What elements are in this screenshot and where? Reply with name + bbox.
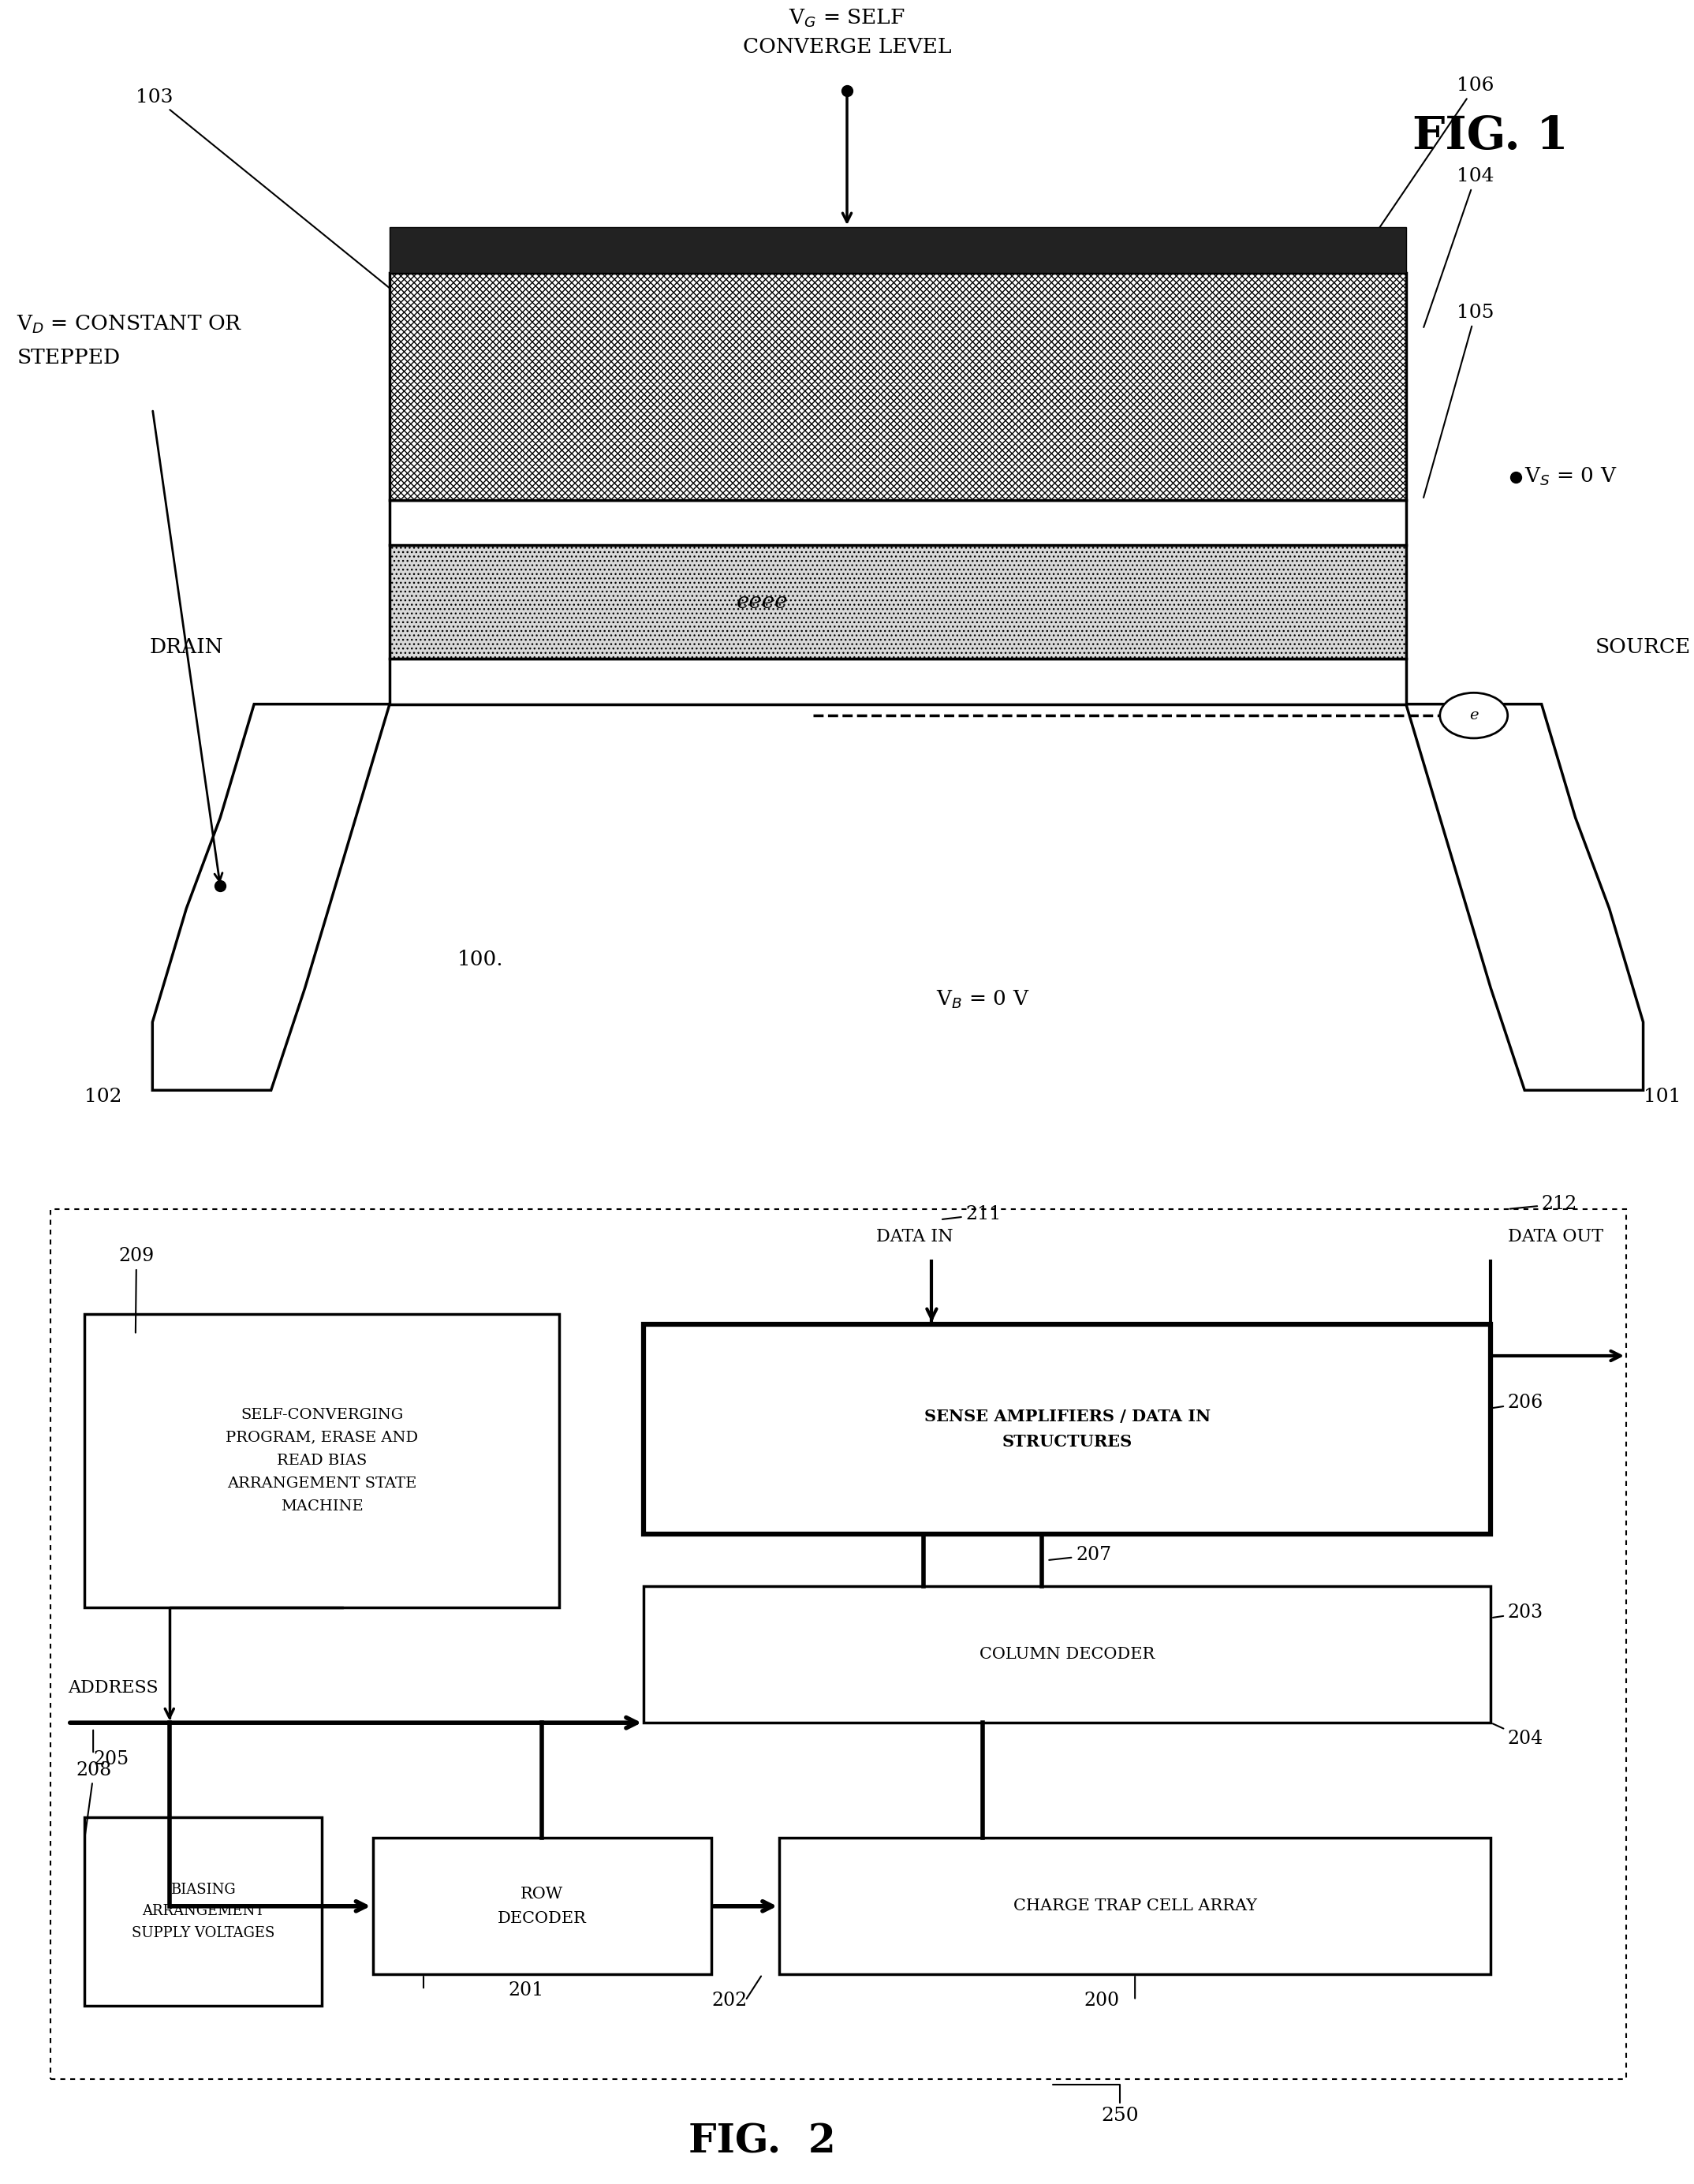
Polygon shape	[1406, 703, 1643, 1090]
Text: 100.: 100.	[457, 950, 503, 970]
Text: V$_B$ = 0 V: V$_B$ = 0 V	[935, 989, 1030, 1011]
Text: 102: 102	[85, 1088, 122, 1105]
Text: 101: 101	[1643, 1088, 1680, 1105]
Text: 206: 206	[1492, 1393, 1543, 1413]
Text: ADDRESS: ADDRESS	[68, 1679, 158, 1697]
Text: SOURCE: SOURCE	[1596, 638, 1691, 657]
Text: eeee: eeee	[737, 592, 788, 612]
Text: FIG. 1: FIG. 1	[1413, 114, 1569, 159]
Text: 250: 250	[1052, 2084, 1138, 2125]
Text: FIG.  2: FIG. 2	[689, 2123, 835, 2162]
Text: 207: 207	[1049, 1546, 1111, 1564]
Text: 202: 202	[711, 1992, 747, 2009]
Text: V$_S$ = 0 V: V$_S$ = 0 V	[1525, 465, 1618, 487]
Text: V$_G$ = SELF
CONVERGE LEVEL: V$_G$ = SELF CONVERGE LEVEL	[742, 7, 952, 57]
Polygon shape	[152, 703, 390, 1090]
Text: 203: 203	[1492, 1603, 1543, 1623]
Text: COLUMN DECODER: COLUMN DECODER	[979, 1647, 1155, 1662]
Text: 212: 212	[1509, 1195, 1577, 1212]
Text: DATA IN: DATA IN	[876, 1227, 954, 1245]
Bar	[779, 1839, 1491, 1974]
Text: 200: 200	[1084, 1992, 1120, 2009]
Text: 201: 201	[508, 1981, 544, 1998]
Text: 208: 208	[76, 1760, 112, 1837]
Text: 209: 209	[119, 1247, 154, 1332]
Bar	[390, 546, 1406, 660]
Text: SELF-CONVERGING
PROGRAM, ERASE AND
READ BIAS
ARRANGEMENT STATE
MACHINE: SELF-CONVERGING PROGRAM, ERASE AND READ …	[225, 1406, 418, 1514]
Text: V$_D$ = CONSTANT OR
STEPPED: V$_D$ = CONSTANT OR STEPPED	[17, 314, 242, 367]
Bar	[85, 1315, 559, 1607]
Circle shape	[1440, 692, 1508, 738]
Text: 105: 105	[1423, 304, 1494, 498]
Bar	[644, 1324, 1491, 1533]
Text: ROW
DECODER: ROW DECODER	[498, 1887, 586, 1926]
Text: CHARGE TRAP CELL ARRAY: CHARGE TRAP CELL ARRAY	[1013, 1898, 1257, 1913]
Text: DRAIN: DRAIN	[149, 638, 224, 657]
Text: 205: 205	[93, 1749, 129, 1769]
Text: 103: 103	[136, 87, 439, 328]
Bar	[644, 1586, 1491, 1723]
Text: SENSE AMPLIFIERS / DATA IN
STRUCTURES: SENSE AMPLIFIERS / DATA IN STRUCTURES	[923, 1409, 1211, 1450]
Text: BIASING
ARRANGEMENT
SUPPLY VOLTAGES: BIASING ARRANGEMENT SUPPLY VOLTAGES	[132, 1883, 274, 1939]
Text: e: e	[1469, 708, 1479, 723]
Text: 211: 211	[942, 1206, 1001, 1223]
Text: DATA OUT: DATA OUT	[1508, 1227, 1603, 1245]
Bar	[390, 227, 1406, 273]
Bar	[373, 1839, 711, 1974]
Bar	[85, 1817, 322, 2005]
Bar	[390, 273, 1406, 500]
Bar	[390, 500, 1406, 546]
Bar	[390, 660, 1406, 703]
Bar	[390, 273, 1406, 500]
Text: 204: 204	[1492, 1723, 1543, 1747]
Text: 104: 104	[1423, 168, 1494, 328]
Text: 106: 106	[1374, 76, 1494, 236]
Polygon shape	[390, 703, 1406, 1114]
Bar	[51, 1210, 1626, 2079]
